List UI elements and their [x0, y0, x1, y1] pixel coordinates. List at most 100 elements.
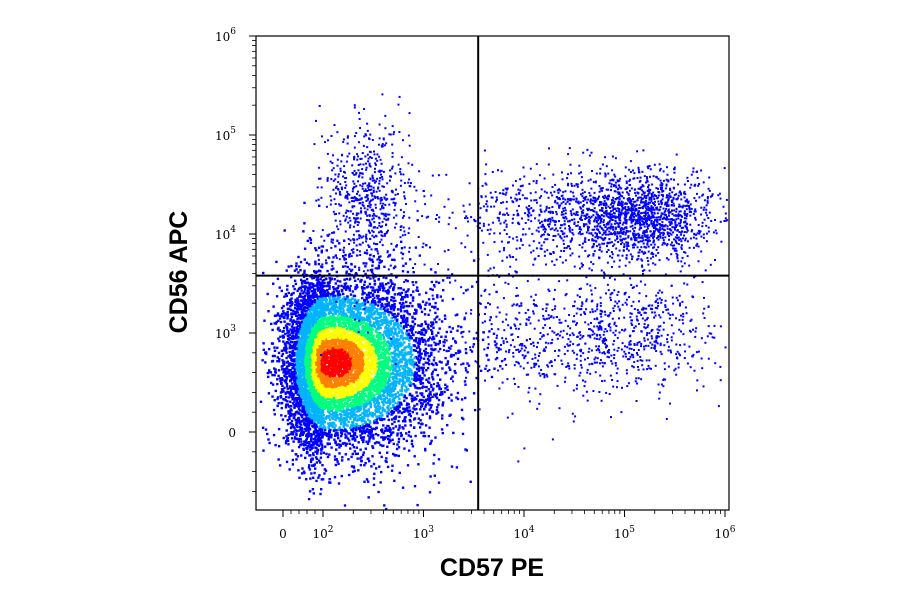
event-dot [325, 305, 328, 308]
event-dot [343, 391, 346, 394]
event-dot [304, 419, 308, 422]
event-dot [280, 377, 284, 380]
event-dot [341, 410, 344, 413]
event-dot [382, 381, 385, 384]
event-dot [344, 453, 347, 456]
event-dot [299, 278, 303, 282]
event-dot [413, 322, 417, 326]
event-dot [429, 268, 433, 271]
event-dot [339, 304, 343, 307]
event-dot [341, 350, 344, 354]
event-dot [295, 425, 299, 428]
event-dot [428, 392, 431, 396]
event-dot [314, 403, 317, 407]
event-dot [300, 331, 303, 334]
event-dot [292, 366, 296, 369]
event-dot [388, 324, 391, 328]
event-dot [291, 344, 295, 348]
event-dot [305, 416, 308, 419]
event-dot [300, 387, 304, 390]
event-dot [413, 485, 417, 488]
event-dot [309, 285, 312, 288]
event-dot [386, 352, 389, 355]
event-dot [410, 353, 414, 357]
event-dot [405, 439, 408, 443]
event-dot [399, 321, 403, 325]
event-dot [362, 374, 365, 377]
event-dot [425, 412, 428, 415]
event-dot [440, 320, 444, 323]
event-dot [355, 424, 358, 427]
event-dot [285, 312, 288, 315]
event-dot [359, 434, 362, 437]
event-dot [262, 348, 265, 351]
event-dot [274, 389, 277, 393]
event-dot [484, 367, 487, 370]
event-dot [370, 270, 374, 274]
event-dot [330, 409, 333, 413]
event-dot [331, 346, 334, 349]
event-dot [283, 386, 286, 389]
event-dot [349, 402, 353, 405]
event-dot [313, 374, 317, 377]
event-dot [417, 417, 420, 420]
event-dot [424, 405, 427, 408]
event-dot [323, 281, 326, 285]
event-dot [307, 295, 310, 299]
event-dot [440, 391, 443, 394]
event-dot [283, 295, 286, 298]
event-dot [300, 472, 304, 475]
event-dot [432, 284, 436, 287]
event-dot [353, 412, 356, 415]
event-dot [366, 442, 370, 445]
event-dot [276, 360, 279, 363]
event-dot [290, 315, 294, 319]
event-dot [403, 348, 406, 351]
event-dot [307, 291, 310, 294]
event-dot [285, 435, 288, 438]
event-dot [347, 309, 350, 312]
event-dot [283, 320, 286, 323]
event-dot [348, 360, 351, 363]
event-dot [376, 290, 380, 294]
event-dot [363, 351, 366, 354]
event-dot [375, 358, 378, 361]
event-dot [439, 393, 442, 396]
event-dot [386, 310, 390, 314]
event-dot [367, 496, 370, 499]
event-dot [397, 408, 400, 411]
event-dot [417, 344, 420, 347]
event-dot [278, 464, 282, 467]
event-dot [328, 336, 331, 339]
event-dot [395, 409, 398, 412]
event-dot [388, 378, 391, 381]
event-dot [374, 432, 378, 436]
event-dot [349, 311, 353, 314]
event-dot [333, 306, 336, 309]
event-dot [310, 309, 313, 312]
event-dot [432, 348, 436, 352]
event-dot [302, 383, 306, 387]
event-dot [277, 319, 280, 322]
event-dot [418, 293, 421, 296]
event-dot [428, 426, 431, 429]
event-dot [434, 368, 438, 372]
event-dot [335, 458, 338, 461]
event-dot [425, 244, 428, 247]
event-dot [444, 317, 447, 320]
event-dot [418, 366, 421, 370]
event-dot [289, 386, 292, 390]
event-dot [284, 381, 287, 384]
event-dot [262, 342, 265, 345]
event-dot [388, 320, 392, 324]
event-dot [330, 406, 333, 409]
event-dot [352, 333, 355, 337]
event-dot [373, 279, 376, 282]
event-dot [307, 430, 310, 433]
event-dot [324, 326, 328, 329]
event-dot [336, 310, 340, 313]
event-dot [386, 308, 389, 311]
event-dot [298, 420, 301, 424]
event-dot [347, 415, 351, 419]
